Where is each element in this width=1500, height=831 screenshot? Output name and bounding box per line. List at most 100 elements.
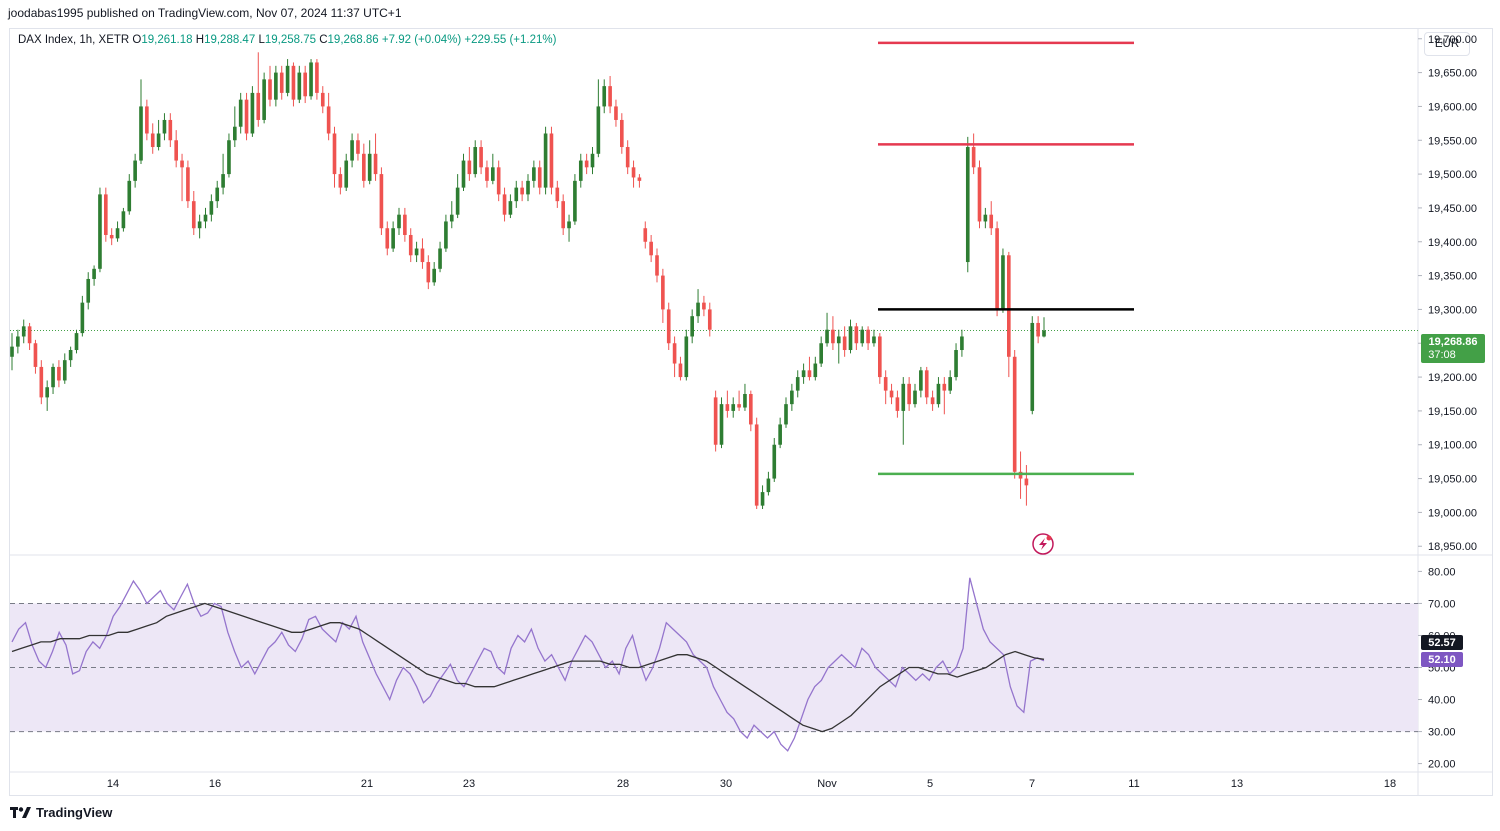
candle-body <box>1030 322 1035 411</box>
candle-body <box>92 268 96 279</box>
lightning-icon[interactable] <box>1032 533 1054 555</box>
price-tick-label: 19,600.00 <box>1428 101 1477 113</box>
candle-body <box>825 329 829 344</box>
candle-body <box>690 316 694 337</box>
time-tick-label: 13 <box>1231 778 1243 790</box>
candle-body <box>719 404 724 445</box>
price-tick-label: 19,500.00 <box>1428 169 1477 181</box>
tradingview-logo-icon <box>10 806 31 818</box>
candle-body <box>379 174 384 229</box>
candle-body <box>233 126 237 141</box>
candle-body <box>584 160 589 168</box>
candle-body <box>672 343 677 364</box>
candle-body <box>989 214 994 229</box>
candle-body <box>772 444 777 479</box>
rsi-ma-badge <box>1421 635 1463 650</box>
candle-body <box>573 180 577 222</box>
time-tick-label: 18 <box>1384 778 1396 790</box>
low-value: 19,258.75 <box>264 34 317 46</box>
time-axis[interactable]: 14 16 21 23 28 30 Nov 5 7 11 13 18 <box>10 771 1492 790</box>
price-tick-label: 19,550.00 <box>1428 135 1477 147</box>
candle-body <box>68 350 73 361</box>
price-tick-label: 19,350.00 <box>1428 271 1477 283</box>
candle-body <box>707 309 712 330</box>
candle-body <box>942 383 947 391</box>
candle-body <box>221 174 225 188</box>
candles <box>10 52 1046 510</box>
candle-body <box>432 268 436 283</box>
currency-button[interactable]: EUR <box>1424 32 1470 56</box>
rsi-tick-label: 30.00 <box>1428 727 1456 739</box>
candle-body <box>449 214 454 222</box>
candle-body <box>848 326 853 351</box>
candle-body <box>596 106 601 154</box>
candle-body <box>496 167 501 195</box>
horizontal-lines[interactable] <box>878 41 1134 476</box>
tradingview-logo[interactable]: TradingView <box>10 805 112 820</box>
candle-body <box>860 329 865 344</box>
candle-body <box>309 62 313 97</box>
candle-body <box>473 147 478 175</box>
rsi-ma-line <box>11 602 1045 733</box>
candle-body <box>279 72 284 93</box>
candle-body <box>168 119 173 141</box>
price-tick-label: 19,000.00 <box>1428 507 1477 519</box>
candle-body <box>109 234 114 239</box>
candle-body <box>578 160 583 181</box>
candle-body <box>1024 478 1029 486</box>
candle-body <box>162 119 167 134</box>
candle-body <box>320 92 325 107</box>
candle-body <box>514 187 519 202</box>
candle-body <box>731 404 736 411</box>
rsi-tick-label: 70.00 <box>1428 598 1456 610</box>
candle-body <box>854 326 859 344</box>
candle-body <box>637 177 642 181</box>
candle-body <box>784 404 788 425</box>
high-label: H <box>195 34 205 46</box>
time-tick-label: 21 <box>361 778 373 790</box>
candle-body <box>766 478 771 493</box>
candle-body <box>555 187 560 202</box>
candle-body <box>520 187 524 195</box>
candle-body <box>491 167 495 181</box>
candle-body <box>502 194 507 215</box>
candle-body <box>836 336 841 344</box>
close-value: 19,268.86 <box>327 34 379 46</box>
candle-body <box>367 153 372 181</box>
candle-body <box>461 160 466 188</box>
candle-body <box>285 65 290 93</box>
rsi-badge <box>1421 652 1463 667</box>
price-tick-label: 18,950.00 <box>1428 541 1477 553</box>
candle-body <box>919 370 923 391</box>
candle-body <box>10 346 14 357</box>
candle-body <box>649 241 653 256</box>
candle-body <box>150 133 155 148</box>
candle-body <box>696 302 700 317</box>
candle-body <box>121 211 126 229</box>
candle-body <box>104 194 108 235</box>
candle-body <box>655 255 659 276</box>
symbol-name[interactable]: DAX Index, 1h, XETR <box>18 34 130 46</box>
candle-body <box>889 390 894 398</box>
time-tick-label: 16 <box>209 778 221 790</box>
candle-body <box>303 72 307 97</box>
candle-body <box>913 390 917 405</box>
candle-body <box>338 174 343 188</box>
candle-body <box>883 377 888 391</box>
candle-body <box>350 140 354 161</box>
candle-body <box>625 147 630 168</box>
rsi-ma-label: 52.57 <box>1428 637 1456 649</box>
rsi-tick-label: 80.00 <box>1428 566 1456 578</box>
candle-body <box>930 397 935 405</box>
candle-body <box>631 167 636 178</box>
price-axis[interactable]: 19,700.00 19,650.00 19,600.00 19,550.00 19,5… <box>1418 34 1477 553</box>
candle-body <box>27 326 32 344</box>
candle-body <box>526 180 530 195</box>
candle-body <box>274 72 278 100</box>
candle-body <box>567 221 571 229</box>
rsi-pane <box>10 577 1418 752</box>
candle-body <box>215 187 220 202</box>
candle-body <box>995 228 999 310</box>
